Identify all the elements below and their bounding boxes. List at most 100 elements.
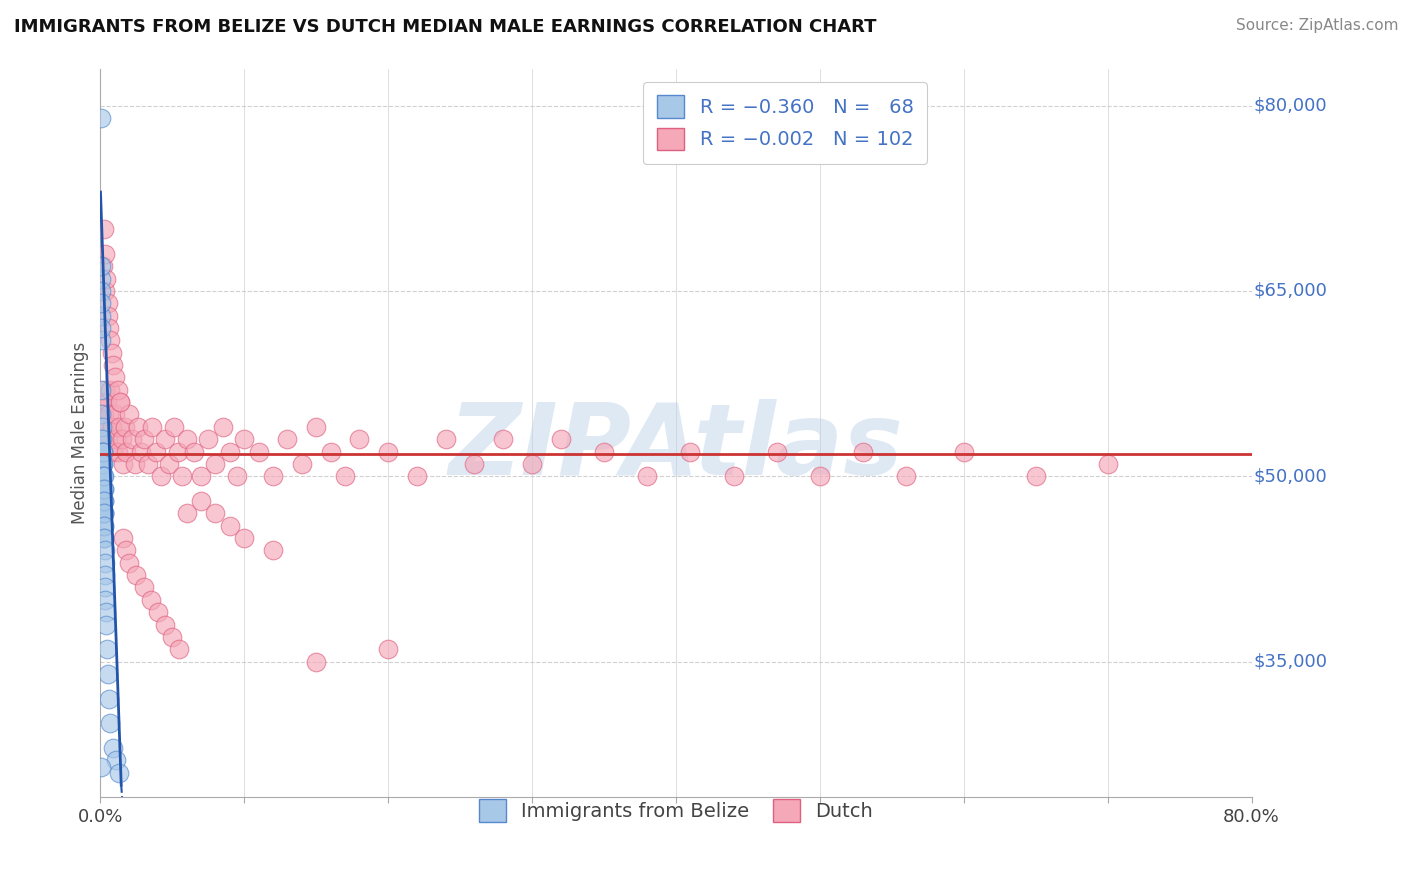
Point <box>90 321 112 335</box>
Point <box>104 408 127 422</box>
Point <box>96 667 118 681</box>
Point <box>183 444 205 458</box>
Point <box>93 482 115 496</box>
Point <box>377 444 399 458</box>
Point <box>153 617 176 632</box>
Point <box>93 419 115 434</box>
Point <box>93 494 115 508</box>
Point <box>125 568 148 582</box>
Point <box>129 444 152 458</box>
Point <box>163 419 186 434</box>
Point <box>190 494 212 508</box>
Point <box>98 321 121 335</box>
Point <box>91 469 114 483</box>
Point <box>112 531 135 545</box>
Point <box>114 419 136 434</box>
Point <box>101 419 124 434</box>
Point <box>90 482 112 496</box>
Point <box>107 383 129 397</box>
Point <box>167 444 190 458</box>
Point <box>1097 457 1119 471</box>
Point <box>233 432 256 446</box>
Point <box>96 395 118 409</box>
Point <box>218 518 240 533</box>
Point <box>91 395 114 409</box>
Point <box>952 444 974 458</box>
Point <box>94 271 117 285</box>
Point <box>97 309 120 323</box>
Text: $35,000: $35,000 <box>1254 653 1327 671</box>
Point <box>127 419 149 434</box>
Point <box>93 506 115 520</box>
Point <box>149 469 172 483</box>
Point <box>90 432 112 446</box>
Point <box>141 419 163 434</box>
Point <box>90 284 112 298</box>
Point <box>226 469 249 483</box>
Point <box>93 469 115 483</box>
Point <box>90 457 112 471</box>
Y-axis label: Median Male Earnings: Median Male Earnings <box>72 342 89 524</box>
Point <box>91 259 114 273</box>
Point <box>91 469 114 483</box>
Point <box>94 617 117 632</box>
Point <box>90 334 112 348</box>
Point <box>550 432 572 446</box>
Point <box>91 444 114 458</box>
Point <box>93 506 115 520</box>
Point <box>159 457 181 471</box>
Point <box>90 419 112 434</box>
Point <box>319 444 342 458</box>
Point <box>121 432 143 446</box>
Text: $50,000: $50,000 <box>1254 467 1327 485</box>
Point <box>111 432 134 446</box>
Point <box>94 568 117 582</box>
Point <box>211 419 233 434</box>
Point <box>434 432 457 446</box>
Point <box>291 457 314 471</box>
Point <box>93 543 115 558</box>
Point <box>172 469 194 483</box>
Point <box>190 469 212 483</box>
Point <box>101 345 124 359</box>
Point <box>90 296 112 310</box>
Point <box>139 592 162 607</box>
Point <box>91 419 114 434</box>
Point <box>93 432 115 446</box>
Point <box>96 432 118 446</box>
Point <box>463 457 485 471</box>
Point <box>90 111 112 125</box>
Point <box>247 444 270 458</box>
Point <box>93 247 115 261</box>
Point <box>852 444 875 458</box>
Point <box>91 469 114 483</box>
Point <box>593 444 616 458</box>
Point <box>176 506 198 520</box>
Text: Source: ZipAtlas.com: Source: ZipAtlas.com <box>1236 18 1399 33</box>
Point <box>105 753 128 767</box>
Text: ZIPAtlas: ZIPAtlas <box>449 399 903 496</box>
Point <box>94 419 117 434</box>
Point <box>132 432 155 446</box>
Point <box>91 457 114 471</box>
Point <box>262 543 284 558</box>
Point <box>93 408 115 422</box>
Point <box>636 469 658 483</box>
Point <box>406 469 429 483</box>
Point <box>305 655 328 669</box>
Point <box>93 556 115 570</box>
Point <box>93 469 115 483</box>
Point <box>162 630 184 644</box>
Point <box>896 469 918 483</box>
Point <box>90 444 112 458</box>
Point <box>96 642 118 657</box>
Point <box>124 457 146 471</box>
Point <box>93 531 115 545</box>
Point <box>204 506 226 520</box>
Point <box>91 444 114 458</box>
Point <box>93 494 115 508</box>
Point <box>349 432 371 446</box>
Point <box>112 457 135 471</box>
Point <box>118 408 141 422</box>
Point <box>136 457 159 471</box>
